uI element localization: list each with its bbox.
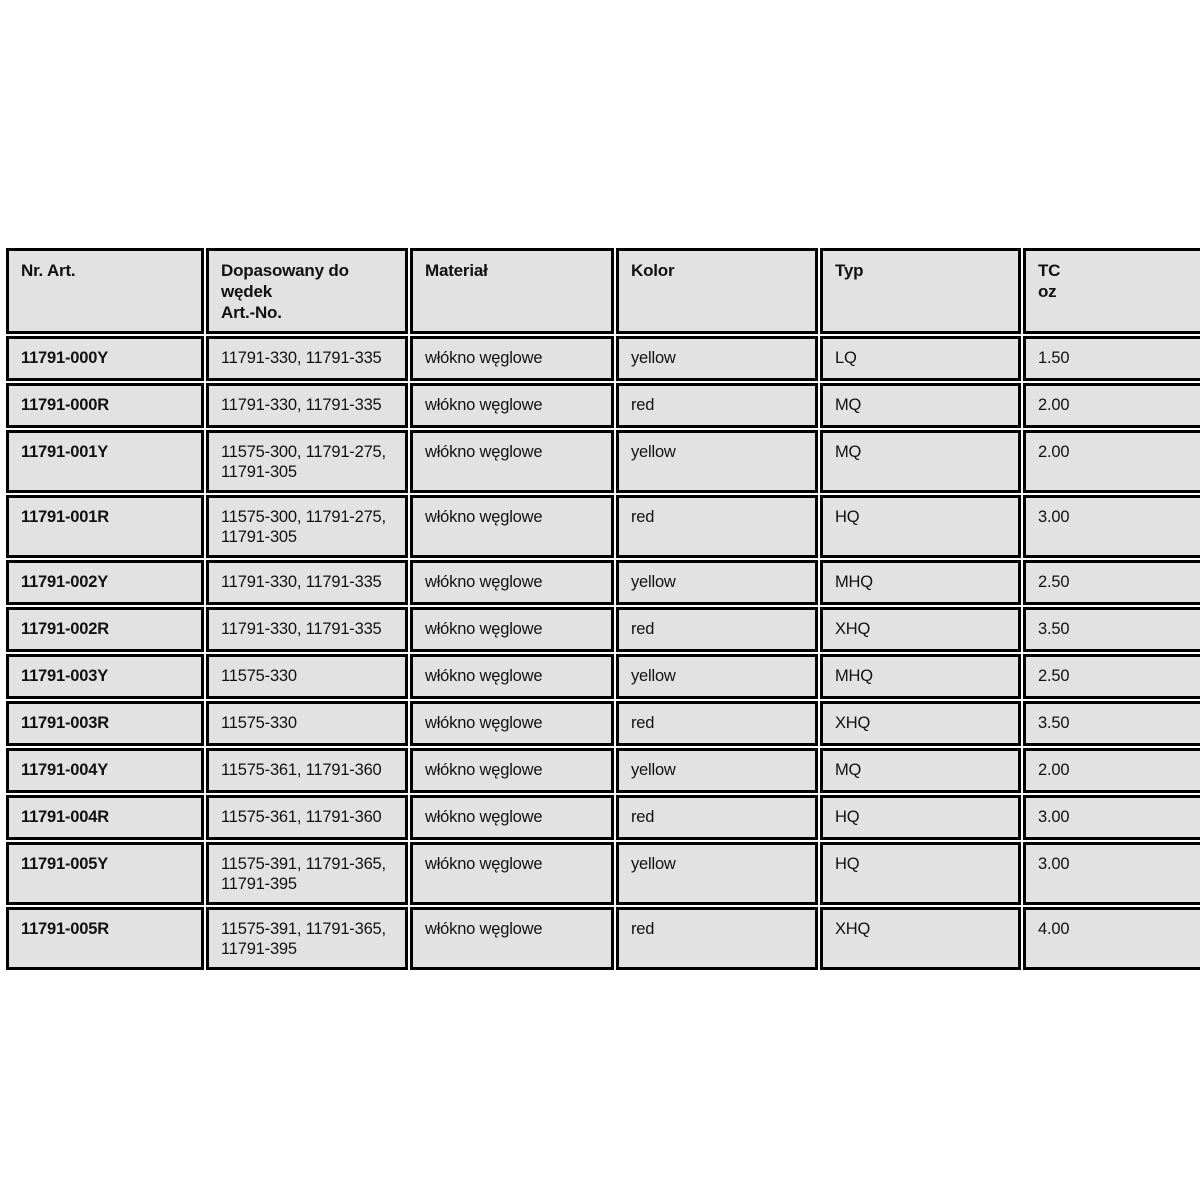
table-row: 11791-000R 11791-330, 11791-335 włókno w…: [6, 383, 1200, 428]
cell-kolor: red: [616, 495, 818, 558]
cell-material: włókno węglowe: [410, 607, 614, 652]
cell-tc-oz: 3.00: [1023, 495, 1200, 558]
cell-typ: XHQ: [820, 907, 1021, 970]
cell-rod-art-no: 11575-391, 11791-365, 11791-395: [206, 907, 408, 970]
cell-nr-art: 11791-001R: [6, 495, 204, 558]
cell-tc-oz: 3.50: [1023, 701, 1200, 746]
table-row: 11791-005R 11575-391, 11791-365, 11791-3…: [6, 907, 1200, 970]
cell-kolor: red: [616, 701, 818, 746]
cell-material: włókno węglowe: [410, 842, 614, 905]
cell-typ: LQ: [820, 336, 1021, 381]
column-header-rod-art-no: Dopasowany do wędek Art.-No.: [206, 248, 408, 334]
cell-kolor: red: [616, 383, 818, 428]
cell-nr-art: 11791-005Y: [6, 842, 204, 905]
table-row: 11791-005Y 11575-391, 11791-365, 11791-3…: [6, 842, 1200, 905]
table-row: 11791-003R 11575-330 włókno węglowe red …: [6, 701, 1200, 746]
cell-rod-art-no: 11575-330: [206, 701, 408, 746]
cell-tc-oz: 2.00: [1023, 748, 1200, 793]
cell-typ: MQ: [820, 383, 1021, 428]
column-header-typ: Typ: [820, 248, 1021, 334]
cell-nr-art: 11791-003Y: [6, 654, 204, 699]
column-header-material: Materiał: [410, 248, 614, 334]
cell-nr-art: 11791-005R: [6, 907, 204, 970]
table-row: 11791-003Y 11575-330 włókno węglowe yell…: [6, 654, 1200, 699]
cell-material: włókno węglowe: [410, 795, 614, 840]
cell-kolor: red: [616, 795, 818, 840]
cell-material: włókno węglowe: [410, 495, 614, 558]
header-row: Nr. Art. Dopasowany do wędek Art.-No. Ma…: [6, 248, 1200, 334]
cell-tc-oz: 2.50: [1023, 560, 1200, 605]
cell-rod-art-no: 11575-391, 11791-365, 11791-395: [206, 842, 408, 905]
cell-typ: MHQ: [820, 654, 1021, 699]
cell-material: włókno węglowe: [410, 654, 614, 699]
cell-rod-art-no: 11575-330: [206, 654, 408, 699]
cell-material: włókno węglowe: [410, 430, 614, 493]
cell-rod-art-no: 11791-330, 11791-335: [206, 383, 408, 428]
cell-kolor: yellow: [616, 560, 818, 605]
cell-tc-oz: 3.50: [1023, 607, 1200, 652]
cell-tc-oz: 3.00: [1023, 795, 1200, 840]
cell-kolor: yellow: [616, 842, 818, 905]
cell-tc-oz: 2.50: [1023, 654, 1200, 699]
table-row: 11791-002Y 11791-330, 11791-335 włókno w…: [6, 560, 1200, 605]
cell-rod-art-no: 11575-300, 11791-275, 11791-305: [206, 495, 408, 558]
cell-tc-oz: 3.00: [1023, 842, 1200, 905]
table-row: 11791-001R 11575-300, 11791-275, 11791-3…: [6, 495, 1200, 558]
cell-rod-art-no: 11575-361, 11791-360: [206, 748, 408, 793]
cell-material: włókno węglowe: [410, 907, 614, 970]
column-header-tc-oz: TC oz: [1023, 248, 1200, 334]
cell-kolor: yellow: [616, 748, 818, 793]
cell-nr-art: 11791-004Y: [6, 748, 204, 793]
cell-typ: XHQ: [820, 701, 1021, 746]
cell-kolor: yellow: [616, 336, 818, 381]
cell-typ: HQ: [820, 495, 1021, 558]
cell-rod-art-no: 11575-300, 11791-275, 11791-305: [206, 430, 408, 493]
product-spec-table: Nr. Art. Dopasowany do wędek Art.-No. Ma…: [4, 246, 1200, 972]
cell-kolor: yellow: [616, 430, 818, 493]
cell-nr-art: 11791-003R: [6, 701, 204, 746]
cell-kolor: yellow: [616, 654, 818, 699]
cell-kolor: red: [616, 607, 818, 652]
cell-nr-art: 11791-002R: [6, 607, 204, 652]
cell-typ: HQ: [820, 842, 1021, 905]
cell-typ: MQ: [820, 430, 1021, 493]
cell-nr-art: 11791-001Y: [6, 430, 204, 493]
table-row: 11791-000Y 11791-330, 11791-335 włókno w…: [6, 336, 1200, 381]
cell-nr-art: 11791-004R: [6, 795, 204, 840]
cell-typ: XHQ: [820, 607, 1021, 652]
table-header: Nr. Art. Dopasowany do wędek Art.-No. Ma…: [6, 248, 1200, 334]
table-row: 11791-004Y 11575-361, 11791-360 włókno w…: [6, 748, 1200, 793]
cell-rod-art-no: 11791-330, 11791-335: [206, 607, 408, 652]
cell-tc-oz: 2.00: [1023, 383, 1200, 428]
cell-kolor: red: [616, 907, 818, 970]
cell-typ: MHQ: [820, 560, 1021, 605]
table-row: 11791-004R 11575-361, 11791-360 włókno w…: [6, 795, 1200, 840]
column-header-kolor: Kolor: [616, 248, 818, 334]
cell-material: włókno węglowe: [410, 748, 614, 793]
cell-tc-oz: 1.50: [1023, 336, 1200, 381]
column-header-nr-art: Nr. Art.: [6, 248, 204, 334]
cell-material: włókno węglowe: [410, 701, 614, 746]
cell-rod-art-no: 11791-330, 11791-335: [206, 336, 408, 381]
table-body: 11791-000Y 11791-330, 11791-335 włókno w…: [6, 336, 1200, 970]
cell-typ: MQ: [820, 748, 1021, 793]
cell-nr-art: 11791-000R: [6, 383, 204, 428]
cell-material: włókno węglowe: [410, 560, 614, 605]
cell-material: włókno węglowe: [410, 336, 614, 381]
cell-nr-art: 11791-002Y: [6, 560, 204, 605]
table-row: 11791-002R 11791-330, 11791-335 włókno w…: [6, 607, 1200, 652]
cell-rod-art-no: 11791-330, 11791-335: [206, 560, 408, 605]
cell-rod-art-no: 11575-361, 11791-360: [206, 795, 408, 840]
cell-tc-oz: 2.00: [1023, 430, 1200, 493]
cell-nr-art: 11791-000Y: [6, 336, 204, 381]
table-row: 11791-001Y 11575-300, 11791-275, 11791-3…: [6, 430, 1200, 493]
cell-tc-oz: 4.00: [1023, 907, 1200, 970]
cell-typ: HQ: [820, 795, 1021, 840]
cell-material: włókno węglowe: [410, 383, 614, 428]
